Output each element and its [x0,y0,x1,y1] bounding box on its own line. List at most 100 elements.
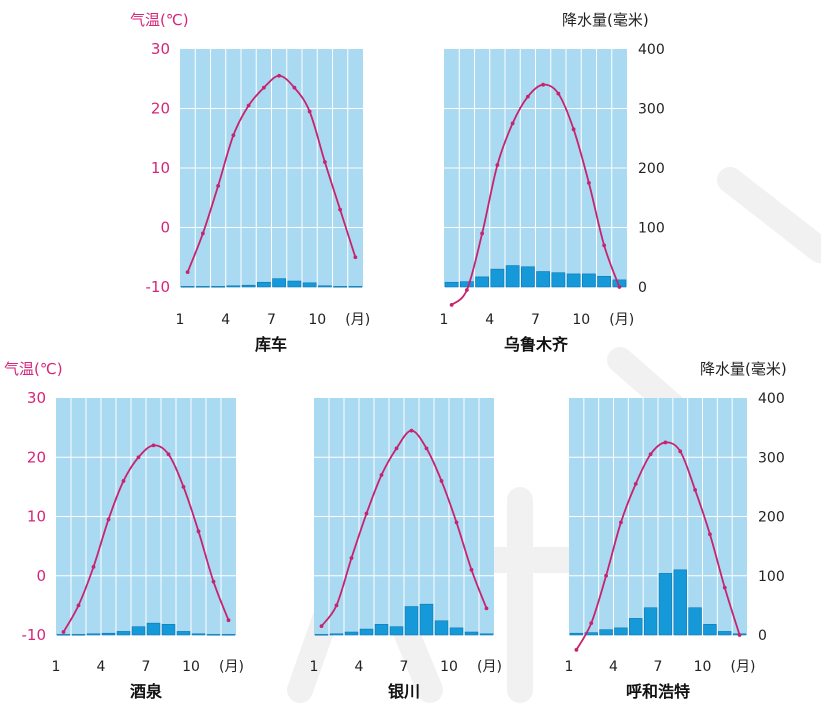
month-tick-label: 10 [308,312,326,328]
precipitation-tick-label: 0 [638,280,647,296]
precipitation-bar [211,286,225,288]
precipitation-bar [643,607,658,636]
precipitation-bar [86,633,101,636]
temperature-point [633,482,638,486]
precipitation-tick-label: 200 [638,161,665,177]
temperature-tick-label: 10 [27,508,46,526]
station-title: 库车 [255,335,287,354]
month-tick-label: 1 [440,312,449,328]
temperature-point [151,443,156,448]
month-tick-label: 10 [440,659,458,675]
precipitation-bar [176,631,191,636]
temperature-point [292,85,297,90]
month-tick-label: 7 [267,312,276,328]
chart-panel: 400 300 200 100 0 1 4 7 10 (月) 降水量(毫米) 乌鲁木齐 [440,11,665,354]
temperature-point [200,231,205,236]
temperature-point [231,133,236,138]
precipitation-bar [582,273,596,288]
temperature-point [586,180,591,185]
temperature-point [319,624,324,629]
temperature-axis-title: 气温(℃) [4,360,63,378]
temperature-point [322,160,327,164]
month-tick-label: 1 [176,312,185,328]
month-tick-label: 4 [485,312,494,328]
precipitation-bar [536,271,550,288]
temperature-point [619,520,623,525]
chart-panel: 30 20 10 0 -10 1 4 7 10 (月) 气温(℃) 库车 [130,11,370,354]
temperature-point [722,585,727,590]
precipitation-bar [569,632,584,636]
temperature-point [246,103,251,108]
precipitation-bar [389,626,404,636]
temperature-point [525,94,530,99]
month-tick-label: 1 [310,659,319,675]
precipitation-bar [479,633,494,636]
precipitation-bar [460,281,474,288]
temperature-point [181,484,186,489]
month-tick-label: 7 [142,659,151,675]
precipitation-bar [703,624,717,636]
precipitation-bar [302,282,317,288]
chart-panel: 1 4 7 10 (月) 银川 [310,398,502,701]
precipitation-tick-label: 400 [758,391,785,407]
temperature-tick-label: 20 [151,100,170,118]
temperature-line [575,441,741,651]
precipitation-bar [444,281,459,288]
temperature-line [450,83,621,306]
chart-panel: 30 20 10 0 -10 1 4 7 10 (月) 气温(℃) 酒泉 [4,360,244,701]
temperature-point [226,618,231,623]
month-tick-label: 7 [531,312,540,328]
temperature-tick-label: 30 [27,389,46,407]
temperature-tick-label: -10 [146,278,171,296]
temperature-point [469,567,474,572]
temperature-point [424,446,429,451]
precipitation-axis-title: 降水量(毫米) [700,360,787,378]
precipitation-bar [490,268,505,288]
month-unit-label: (月) [219,659,244,675]
temperature-point [106,517,111,522]
station-title: 酒泉 [130,682,163,701]
station-title: 乌鲁木齐 [504,335,569,354]
temperature-point [394,446,399,451]
precipitation-bar [449,627,464,636]
month-tick-label: 7 [654,659,663,675]
precipitation-bar [658,573,673,636]
temperature-point [737,633,742,637]
precipitation-bar [191,633,206,636]
precipitation-bar [71,634,86,636]
temperature-point [196,529,201,534]
precipitation-tick-label: 0 [758,628,767,644]
temperature-point [61,630,66,634]
temperature-point [484,606,489,611]
precipitation-bar [287,280,302,288]
precipitation-tick-label: 100 [638,221,665,237]
precipitation-bar [551,272,566,288]
precipitation-bar [180,286,195,288]
temperature-tick-label: 0 [160,219,170,237]
month-unit-label: (月) [731,659,756,675]
temperature-point [589,621,594,626]
precipitation-bar [146,622,161,636]
temperature-point [277,73,282,78]
month-tick-label: 10 [572,312,590,328]
temperature-point [678,449,683,454]
temperature-point [439,479,444,483]
precipitation-bar [161,624,176,636]
temperature-point [261,85,266,90]
temperature-axis-title: 气温(℃) [130,11,189,29]
temperature-point [708,532,712,537]
precipitation-bar [599,629,613,636]
chart-panel: 400 300 200 100 0 1 4 7 10 (月) 降水量(毫米) 呼和浩特 [565,360,787,701]
temperature-line [62,444,230,633]
temperature-point [602,243,607,248]
precipitation-tick-label: 400 [638,42,665,58]
precipitation-bar [314,634,329,636]
precipitation-bar [688,607,702,636]
precipitation-bar [241,284,256,288]
temperature-point [136,455,141,460]
precipitation-bar [718,631,732,636]
temperature-point [76,603,81,608]
temperature-point [211,579,216,584]
month-tick-label: 4 [355,659,364,675]
